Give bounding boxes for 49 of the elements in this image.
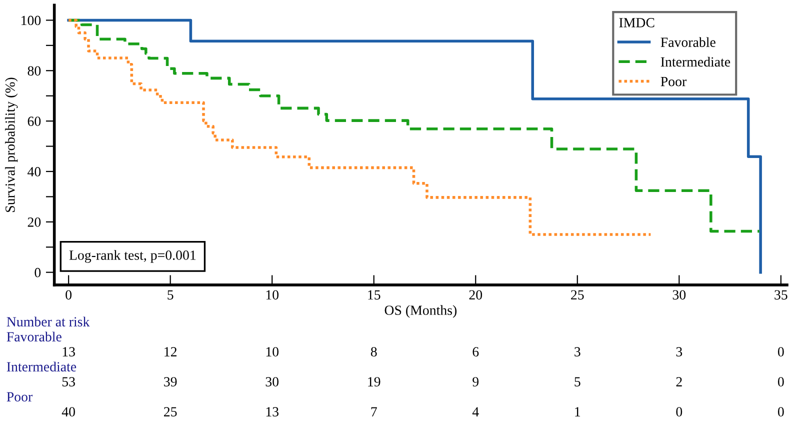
text: Favorable	[6, 332, 62, 342]
text: 6	[472, 347, 479, 356]
text: 40	[62, 407, 75, 416]
text: 12	[164, 347, 177, 356]
text: 5	[574, 377, 580, 386]
x-tick-label: 25	[571, 290, 584, 300]
text: 53	[62, 377, 75, 386]
legend-label: Intermediate	[660, 56, 730, 67]
annotation: Log-rank test, p=0.001	[69, 250, 196, 263]
x-tick-label: 35	[774, 290, 788, 300]
x-axis-title: OS (Months)	[384, 305, 457, 318]
text: 3	[574, 347, 580, 356]
x-tick-label: 30	[672, 290, 686, 300]
text: 8	[370, 347, 377, 356]
y-axis-title: Survival probability (%)	[5, 78, 18, 212]
text: 13	[266, 407, 279, 416]
text: 19	[368, 377, 380, 386]
text: 3	[676, 347, 682, 356]
legend-label: Favorable	[660, 37, 716, 47]
text: 1	[575, 407, 580, 416]
legend-label: Poor	[660, 77, 686, 86]
x-tick-label: 20	[469, 290, 482, 300]
text: 30	[266, 377, 279, 386]
text: Number at risk	[6, 316, 90, 326]
y-tick-label: 40	[28, 167, 41, 176]
y-tick-label: 100	[22, 16, 41, 26]
text: 25	[164, 407, 177, 416]
text: 0	[676, 407, 682, 416]
text: 13	[62, 347, 75, 356]
x-tick-label: 0	[66, 290, 72, 300]
text: Poor	[6, 392, 33, 402]
text: 2	[676, 377, 682, 386]
text: 9	[472, 377, 479, 386]
y-tick-label: 20	[28, 217, 41, 227]
y-tick-label: 60	[28, 116, 41, 126]
text: 10	[266, 347, 279, 356]
text: Intermediate	[6, 362, 76, 372]
text: 0	[778, 377, 784, 386]
text: 7	[371, 407, 377, 416]
x-tick-label: 15	[368, 290, 380, 300]
legend-title: IMDC	[619, 18, 654, 28]
text: 39	[164, 377, 177, 386]
y-tick-label: 80	[28, 66, 41, 76]
text: 0	[778, 407, 784, 416]
y-tick-label: 0	[34, 268, 41, 278]
text: 4	[472, 407, 479, 416]
x-tick-label: 5	[168, 290, 174, 300]
text: 0	[778, 347, 784, 356]
x-tick-label: 10	[266, 290, 279, 300]
